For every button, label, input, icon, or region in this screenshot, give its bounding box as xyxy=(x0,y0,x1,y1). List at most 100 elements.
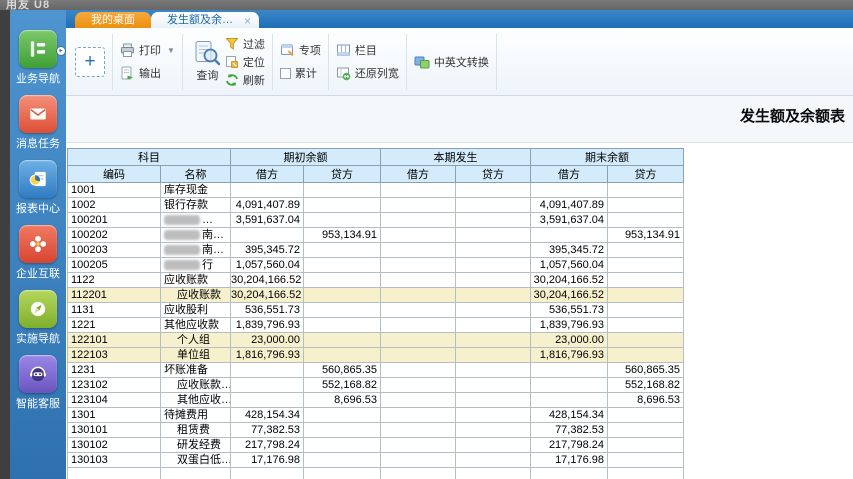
cell-account-name[interactable]: 行 xyxy=(160,257,231,273)
cell-amount[interactable] xyxy=(380,362,456,378)
cell-amount[interactable]: 552,168.82 xyxy=(303,377,381,393)
cell-amount[interactable]: 1,839,796.93 xyxy=(530,317,608,333)
cell-amount[interactable] xyxy=(303,287,381,303)
cell-amount[interactable] xyxy=(303,182,381,198)
col-header-credit[interactable]: 贷方 xyxy=(607,165,684,183)
cell-amount[interactable] xyxy=(230,182,304,198)
cell-amount[interactable] xyxy=(455,272,531,288)
cell-amount[interactable] xyxy=(303,407,381,423)
tab-my-desktop[interactable]: 我的桌面 xyxy=(75,12,151,28)
col-header-debit[interactable]: 借方 xyxy=(530,165,608,183)
cell-amount[interactable]: 560,865.35 xyxy=(607,362,684,378)
table-row[interactable]: 130102 研发经费 217,798.24 217,798.24 xyxy=(67,437,684,453)
cell-amount[interactable] xyxy=(455,437,531,453)
group-header-current-period[interactable]: 本期发生 xyxy=(380,148,531,166)
cell-account-code[interactable]: 1221 xyxy=(67,317,161,333)
filter-button[interactable]: 过滤 xyxy=(225,36,265,52)
cell-amount[interactable] xyxy=(380,437,456,453)
cell-amount[interactable] xyxy=(530,467,608,479)
cell-account-name[interactable]: 银行存款 xyxy=(160,197,231,213)
cell-amount[interactable]: 953,134.91 xyxy=(303,227,381,243)
cell-amount[interactable] xyxy=(230,392,304,408)
table-row[interactable]: 1231 坏账准备 560,865.35 560,865.35 xyxy=(67,362,684,378)
table-row[interactable]: 122101 个人组 23,000.00 23,000.00 xyxy=(67,332,684,348)
cell-amount[interactable] xyxy=(303,242,381,258)
add-tab-button[interactable]: + xyxy=(75,46,105,77)
cell-amount[interactable] xyxy=(455,212,531,228)
cell-amount[interactable] xyxy=(303,272,381,288)
cell-amount[interactable]: 217,798.24 xyxy=(530,437,608,453)
cell-amount[interactable]: 428,154.34 xyxy=(230,407,304,423)
cell-amount[interactable] xyxy=(380,347,456,363)
cell-amount[interactable]: 30,204,166.52 xyxy=(230,287,304,303)
sidebar-item-implementation-nav[interactable]: 实施导航 xyxy=(16,290,60,346)
cell-account-code[interactable]: 100205 xyxy=(67,257,161,273)
cell-amount[interactable]: 1,839,796.93 xyxy=(230,317,304,333)
cell-amount[interactable] xyxy=(607,422,684,438)
table-row[interactable]: 123104 其他应收… 8,696.53 8,696.53 xyxy=(67,392,684,408)
col-header-debit[interactable]: 借方 xyxy=(230,165,304,183)
cell-amount[interactable] xyxy=(455,302,531,318)
sidebar-item-message-task[interactable]: 消息任务 xyxy=(16,95,60,151)
cell-amount[interactable]: 23,000.00 xyxy=(230,332,304,348)
cell-amount[interactable] xyxy=(530,362,608,378)
cell-amount[interactable]: 77,382.53 xyxy=(230,422,304,438)
cell-amount[interactable] xyxy=(607,242,684,258)
table-row[interactable]: 1001 库存现金 xyxy=(67,182,684,198)
cell-amount[interactable] xyxy=(607,287,684,303)
cell-amount[interactable] xyxy=(380,377,456,393)
cell-account-code[interactable]: 122103 xyxy=(67,347,161,363)
cell-amount[interactable] xyxy=(607,212,684,228)
cell-amount[interactable]: 536,551.73 xyxy=(530,302,608,318)
cell-amount[interactable] xyxy=(380,467,456,479)
sidebar-item-smart-service[interactable]: 智能客服 xyxy=(16,355,60,411)
cell-amount[interactable] xyxy=(380,392,456,408)
cell-account-name[interactable]: 待摊费用 xyxy=(160,407,231,423)
cell-amount[interactable] xyxy=(380,272,456,288)
sidebar-item-business-nav[interactable]: 业务导航 xyxy=(16,30,60,86)
cell-account-code[interactable]: 130101 xyxy=(67,422,161,438)
cell-amount[interactable]: 8,696.53 xyxy=(303,392,381,408)
cell-amount[interactable] xyxy=(455,317,531,333)
cell-account-code[interactable]: 1001 xyxy=(67,182,161,198)
cell-amount[interactable] xyxy=(303,332,381,348)
cell-account-code[interactable]: 100202 xyxy=(67,227,161,243)
cell-amount[interactable] xyxy=(607,407,684,423)
locate-button[interactable]: 定位 xyxy=(225,54,265,70)
cell-amount[interactable] xyxy=(607,332,684,348)
cell-account-code[interactable] xyxy=(67,467,161,479)
cell-amount[interactable]: 552,168.82 xyxy=(607,377,684,393)
cell-amount[interactable]: 395,345.72 xyxy=(230,242,304,258)
cell-amount[interactable] xyxy=(455,332,531,348)
cell-amount[interactable]: 536,551.73 xyxy=(230,302,304,318)
cell-amount[interactable] xyxy=(230,362,304,378)
cell-amount[interactable]: 1,057,560.04 xyxy=(230,257,304,273)
cell-amount[interactable] xyxy=(230,467,304,479)
cell-amount[interactable] xyxy=(455,257,531,273)
group-header-ending-balance[interactable]: 期末余额 xyxy=(530,148,684,166)
cell-account-name[interactable]: … xyxy=(160,212,231,228)
col-header-credit[interactable]: 贷方 xyxy=(455,165,531,183)
cell-amount[interactable]: 953,134.91 xyxy=(607,227,684,243)
cell-account-code[interactable]: 112201 xyxy=(67,287,161,303)
cell-amount[interactable]: 17,176.98 xyxy=(230,452,304,468)
cell-account-code[interactable]: 130102 xyxy=(67,437,161,453)
cell-amount[interactable]: 428,154.34 xyxy=(530,407,608,423)
cell-amount[interactable]: 3,591,637.04 xyxy=(530,212,608,228)
translate-button[interactable]: 中英文转换 xyxy=(414,54,489,70)
table-row[interactable]: 1221 其他应收款 1,839,796.93 1,839,796.93 xyxy=(67,317,684,333)
group-header-opening-balance[interactable]: 期初余额 xyxy=(230,148,381,166)
print-dropdown-caret[interactable]: ▼ xyxy=(167,45,175,55)
tab-close-icon[interactable]: × xyxy=(243,14,251,28)
cell-amount[interactable]: 560,865.35 xyxy=(303,362,381,378)
cell-account-code[interactable]: 130103 xyxy=(67,452,161,468)
cell-amount[interactable] xyxy=(607,467,684,479)
cell-account-name[interactable]: 南… xyxy=(160,242,231,258)
cell-amount[interactable]: 30,204,166.52 xyxy=(530,272,608,288)
cell-amount[interactable]: 1,816,796.93 xyxy=(230,347,304,363)
cell-amount[interactable] xyxy=(380,287,456,303)
cell-amount[interactable]: 217,798.24 xyxy=(230,437,304,453)
cell-amount[interactable] xyxy=(455,182,531,198)
cell-amount[interactable] xyxy=(380,317,456,333)
table-row[interactable]: 1301 待摊费用 428,154.34 428,154.34 xyxy=(67,407,684,423)
